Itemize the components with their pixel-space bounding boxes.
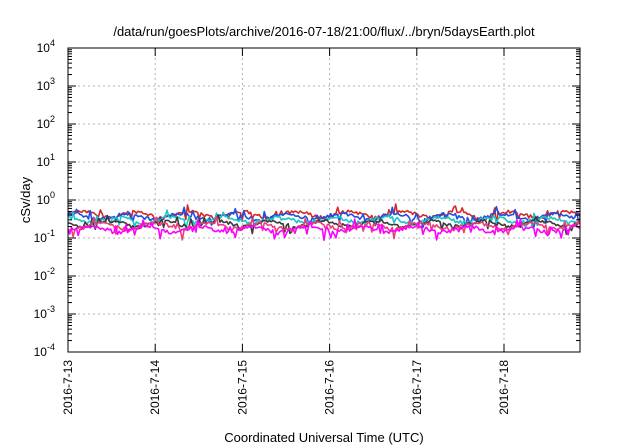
y-tick-label: 10-2	[34, 266, 55, 283]
y-tick-label: 100	[37, 190, 55, 207]
chart-title: /data/run/goesPlots/archive/2016-07-18/2…	[113, 24, 535, 39]
grid-lines	[68, 48, 580, 352]
y-tick-label: 10-1	[34, 228, 55, 245]
y-tick-label: 103	[37, 76, 55, 93]
series-line	[67, 203, 581, 226]
series-line	[67, 218, 581, 242]
series-line	[67, 215, 581, 241]
x-tick-label: 2016-7-15	[235, 360, 249, 415]
y-tick-label: 104	[37, 38, 55, 55]
x-tick-label: 2016-7-13	[61, 360, 75, 415]
data-series	[67, 203, 581, 242]
y-axis-label: cSv/day	[18, 176, 33, 223]
x-tick-label: 2016-7-14	[148, 360, 162, 415]
y-tick-label: 101	[37, 152, 55, 169]
x-tick-label: 2016-7-18	[497, 360, 511, 415]
y-tick-label: 102	[37, 114, 55, 131]
series-line	[67, 205, 581, 229]
axis-ticks: 104 103 102 101 100 10-1 10-2 10-3 10-4 2016-7-13…	[34, 38, 580, 415]
y-tick-label: 10-4	[34, 342, 55, 359]
x-tick-label: 2016-7-17	[410, 360, 424, 415]
x-tick-label: 2016-7-16	[323, 360, 337, 415]
y-tick-label: 10-3	[34, 304, 55, 321]
x-axis-label: Coordinated Universal Time (UTC)	[224, 430, 423, 445]
